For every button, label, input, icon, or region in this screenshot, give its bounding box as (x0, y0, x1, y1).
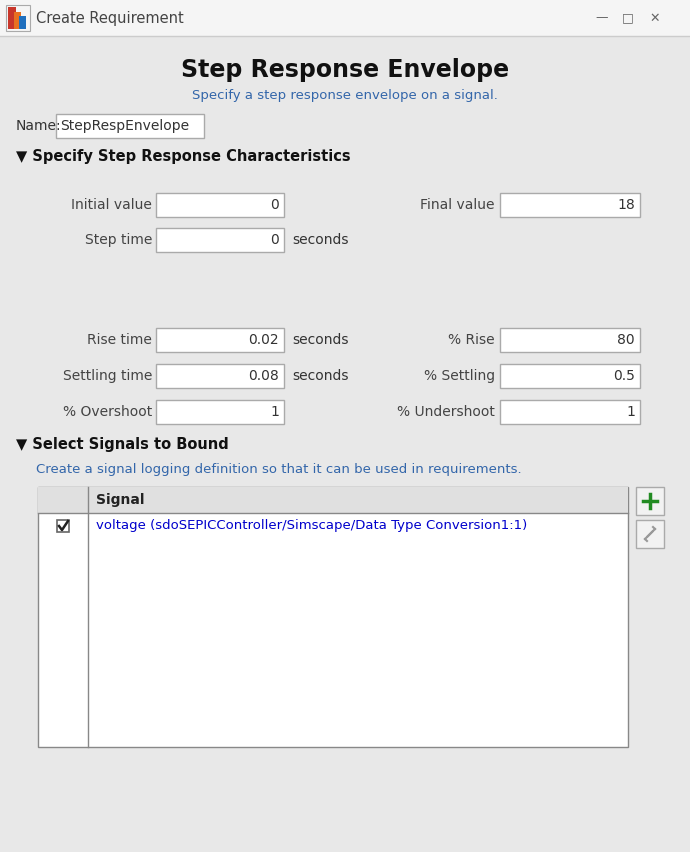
Text: voltage (sdoSEPICController/Simscape/Data Type Conversion1:1): voltage (sdoSEPICController/Simscape/Dat… (96, 520, 527, 532)
Text: Rise time: Rise time (87, 333, 152, 347)
Text: % Settling: % Settling (424, 369, 495, 383)
Text: 18: 18 (618, 198, 635, 212)
Text: % Rise: % Rise (448, 333, 495, 347)
Bar (500, 364, 640, 388)
Bar (14, 12, 21, 29)
Bar (56, 114, 204, 138)
Bar (156, 193, 284, 217)
Text: Settling time: Settling time (63, 369, 152, 383)
Text: seconds: seconds (292, 233, 348, 247)
Text: Step Response Envelope: Step Response Envelope (181, 58, 509, 82)
Bar (19, 16, 26, 29)
Bar (38, 487, 628, 747)
Bar (156, 364, 284, 388)
Text: % Overshoot: % Overshoot (63, 405, 152, 419)
Bar (8, 7, 16, 29)
Text: 0.02: 0.02 (248, 333, 279, 347)
Text: Signal: Signal (96, 493, 144, 507)
Bar (500, 400, 640, 424)
Text: Create a signal logging definition so that it can be used in requirements.: Create a signal logging definition so th… (36, 463, 522, 476)
Bar (636, 487, 664, 515)
Text: seconds: seconds (292, 333, 348, 347)
Bar (0, 0, 690, 36)
Bar (57, 520, 69, 532)
Text: % Undershoot: % Undershoot (397, 405, 495, 419)
Bar (500, 328, 640, 352)
Text: StepRespEnvelope: StepRespEnvelope (60, 119, 189, 133)
Text: 0: 0 (270, 233, 279, 247)
Text: Specify a step response envelope on a signal.: Specify a step response envelope on a si… (192, 89, 498, 102)
Text: Initial value: Initial value (71, 198, 152, 212)
Text: ✕: ✕ (650, 11, 660, 25)
Text: Name:: Name: (16, 119, 61, 133)
Text: 0: 0 (270, 198, 279, 212)
Bar (156, 228, 284, 252)
Text: 0.5: 0.5 (613, 369, 635, 383)
Bar (636, 520, 664, 548)
Text: □: □ (622, 11, 634, 25)
Bar (156, 400, 284, 424)
Text: —: — (595, 11, 609, 25)
Text: 1: 1 (626, 405, 635, 419)
Text: 1: 1 (270, 405, 279, 419)
Text: Step time: Step time (85, 233, 152, 247)
Text: seconds: seconds (292, 369, 348, 383)
Bar (6, 5, 30, 31)
Text: ▼ Specify Step Response Characteristics: ▼ Specify Step Response Characteristics (16, 149, 351, 164)
Text: Create Requirement: Create Requirement (36, 10, 184, 26)
Bar (156, 328, 284, 352)
Text: 80: 80 (618, 333, 635, 347)
Bar (38, 487, 628, 513)
Text: Final value: Final value (420, 198, 495, 212)
Text: 0.08: 0.08 (248, 369, 279, 383)
Bar (500, 193, 640, 217)
Text: ▼ Select Signals to Bound: ▼ Select Signals to Bound (16, 437, 229, 452)
